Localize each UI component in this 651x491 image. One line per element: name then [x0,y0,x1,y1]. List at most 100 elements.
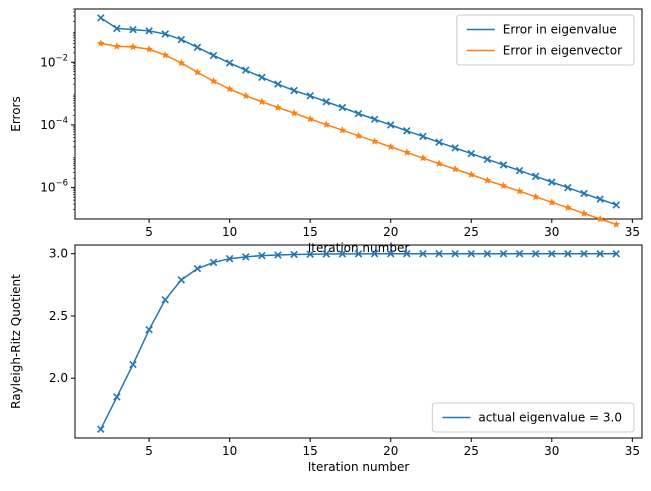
data-point [258,73,266,82]
data-point [241,66,250,74]
y-tick-label: 10−4 [40,116,68,132]
y-axis-label: Rayleigh-Ritz Quotient [9,274,23,409]
data-point [306,250,314,258]
data-point [386,142,395,151]
data-point [225,59,234,67]
data-point [483,155,492,164]
y-axis-label: Errors [9,96,23,132]
data-point [274,80,282,88]
legend: Error in eigenvalue Error in eigenvector [456,14,635,66]
data-point [209,76,218,85]
x-tick-label: 30 [544,225,559,239]
data-point [370,137,379,145]
data-point [419,249,427,258]
data-point [370,115,379,124]
legend: actual eigenvalue = 3.0 [431,402,635,433]
data-point [209,51,218,60]
legend-label: Error in eigenvector [503,44,622,58]
data-point [548,249,556,258]
data-point [306,114,315,123]
data-point [531,172,540,181]
data-point [483,176,492,184]
x-tick-label: 15 [303,444,318,458]
data-point [435,249,443,258]
data-point [580,249,588,258]
data-point [515,166,524,175]
data-point [418,153,428,162]
legend-label: actual eigenvalue = 3.0 [478,411,622,425]
data-point [402,148,411,156]
y-tick-label: 2.0 [49,371,68,385]
series-2 [96,39,621,228]
data-point [225,84,234,93]
data-point [289,108,299,117]
legend-box [431,402,635,433]
data-point [563,203,573,212]
x-tick-label: 20 [383,444,398,458]
data-point [338,125,347,134]
data-point [354,250,363,258]
data-point [113,393,121,401]
x-tick-label: 35 [625,225,640,239]
data-point [579,209,589,217]
data-point [322,120,331,129]
data-point [322,97,331,106]
x-tick-label: 25 [464,225,479,239]
data-point [112,42,121,50]
data-point [403,249,411,258]
data-point [499,181,508,190]
series-1 [97,14,620,209]
data-point [97,425,105,434]
data-point [161,50,170,59]
data-point [467,170,476,179]
data-point [193,264,202,273]
data-point [435,138,443,147]
x-tick-label: 35 [625,444,640,458]
data-point [354,131,363,140]
data-point [241,91,250,100]
data-point [451,249,459,258]
data-point [209,258,218,267]
data-point [322,250,331,258]
data-point [128,42,138,51]
data-point [548,178,556,186]
data-point [596,249,604,258]
data-point [434,159,444,168]
data-point [161,30,169,38]
data-point [338,103,347,112]
data-point [177,35,186,44]
data-point [113,24,121,33]
data-point [354,109,363,118]
data-point [177,58,186,67]
data-point [547,198,556,206]
data-point [451,164,460,173]
data-point [193,67,202,76]
x-tick-label: 20 [383,225,398,239]
data-point [467,149,476,158]
data-point [612,249,620,258]
y-tick-label: 10−2 [40,53,68,69]
y-tick-label: 2.5 [49,309,68,323]
data-point [386,121,395,129]
plot-frame [74,8,643,220]
data-point [273,103,283,112]
legend-box [456,14,635,66]
x-tick-label: 30 [544,444,559,458]
data-point [467,249,476,258]
data-point [161,296,169,304]
data-point [386,249,395,258]
x-tick-label: 5 [145,225,153,239]
x-tick-label: 10 [222,225,237,239]
data-point [612,220,621,228]
data-point [419,132,427,141]
data-point [596,195,604,203]
data-point [564,249,572,258]
data-point [306,92,314,100]
data-point [290,250,298,259]
data-point [531,192,540,201]
data-point [177,276,186,284]
rayleigh-ritz-chart: 5 10 15 20 25 30 35 2.0 2.5 3.0 Iteration number Ra… [9,244,643,474]
x-tick-label: 10 [222,444,237,458]
data-point [612,201,620,209]
